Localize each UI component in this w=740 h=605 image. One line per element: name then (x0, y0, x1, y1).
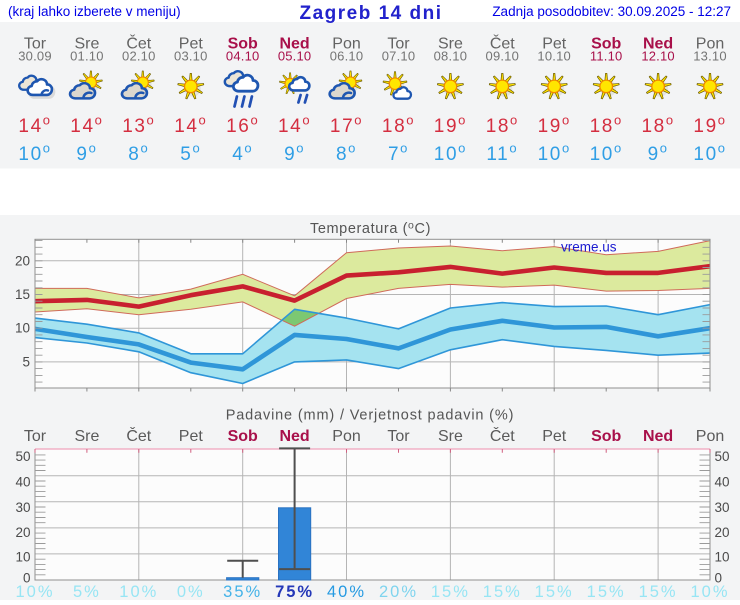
svg-text:06.10: 06.10 (330, 49, 364, 64)
svg-text:19o: 19o (538, 112, 571, 137)
svg-text:08.10: 08.10 (434, 49, 468, 64)
svg-text:Zadnja posodobitev: 30.09.2025: Zadnja posodobitev: 30.09.2025 - 12:27 (492, 4, 731, 19)
svg-text:15: 15 (15, 287, 30, 302)
svg-text:Pon: Pon (332, 36, 360, 53)
svg-text:Pon: Pon (332, 428, 360, 445)
svg-text:07.10: 07.10 (382, 49, 416, 64)
svg-text:20%: 20% (379, 583, 418, 600)
svg-text:Pet: Pet (179, 428, 204, 445)
svg-text:Čet: Čet (490, 34, 515, 53)
svg-text:12.10: 12.10 (641, 49, 675, 64)
svg-text:Padavine (mm) / Verjetnost pad: Padavine (mm) / Verjetnost padavin (%) (226, 408, 515, 424)
svg-text:10: 10 (715, 549, 730, 564)
svg-text:0: 0 (23, 570, 31, 585)
svg-text:Ned: Ned (643, 36, 673, 53)
svg-text:40: 40 (715, 475, 730, 490)
svg-text:30: 30 (715, 500, 730, 515)
svg-text:75%: 75% (275, 583, 314, 600)
svg-text:Ned: Ned (279, 428, 309, 445)
svg-text:15%: 15% (639, 583, 678, 600)
svg-text:11.10: 11.10 (590, 49, 623, 64)
svg-text:Pet: Pet (542, 36, 567, 53)
svg-text:Sre: Sre (438, 36, 463, 53)
svg-text:Sob: Sob (591, 428, 621, 445)
svg-text:Čet: Čet (126, 34, 151, 53)
svg-text:15%: 15% (587, 583, 626, 600)
svg-text:Pon: Pon (696, 36, 724, 53)
svg-text:0: 0 (715, 570, 723, 585)
svg-text:Pet: Pet (179, 36, 204, 53)
svg-text:09.10: 09.10 (486, 49, 520, 64)
svg-text:15%: 15% (483, 583, 522, 600)
svg-text:01.10: 01.10 (70, 49, 104, 64)
svg-text:Tor: Tor (387, 36, 410, 53)
svg-text:Pon: Pon (696, 428, 724, 445)
svg-text:Čet: Čet (490, 426, 515, 445)
svg-text:13o: 13o (122, 112, 155, 137)
svg-text:Sre: Sre (74, 428, 99, 445)
svg-text:50: 50 (15, 449, 30, 464)
svg-text:10%: 10% (690, 583, 729, 600)
svg-text:Sob: Sob (228, 36, 258, 53)
svg-text:Ned: Ned (643, 428, 673, 445)
svg-text:35%: 35% (223, 583, 262, 600)
svg-text:10o: 10o (538, 140, 571, 165)
svg-text:02.10: 02.10 (122, 49, 156, 64)
svg-text:30: 30 (15, 500, 30, 515)
svg-text:04.10: 04.10 (226, 49, 260, 64)
svg-text:vreme.us: vreme.us (561, 240, 617, 255)
svg-text:10: 10 (15, 549, 30, 564)
svg-text:Sre: Sre (438, 428, 463, 445)
svg-text:20: 20 (15, 253, 30, 268)
svg-text:Pet: Pet (542, 428, 567, 445)
svg-text:10%: 10% (15, 583, 54, 600)
svg-text:Ned: Ned (279, 36, 309, 53)
svg-text:40: 40 (15, 475, 30, 490)
svg-text:Tor: Tor (24, 36, 47, 53)
svg-text:Sob: Sob (591, 36, 621, 53)
svg-text:50: 50 (715, 449, 730, 464)
svg-text:Sob: Sob (228, 428, 258, 445)
svg-text:10.10: 10.10 (537, 49, 571, 64)
svg-text:05.10: 05.10 (278, 49, 312, 64)
svg-text:5%: 5% (73, 583, 101, 600)
svg-text:Tor: Tor (387, 428, 410, 445)
svg-text:Temperatura (oC): Temperatura (oC) (310, 219, 431, 237)
svg-text:40%: 40% (327, 583, 366, 600)
svg-text:18o: 18o (382, 112, 415, 137)
svg-text:15%: 15% (431, 583, 470, 600)
svg-text:10%: 10% (119, 583, 158, 600)
svg-text:Zagreb 14 dni: Zagreb 14 dni (299, 3, 442, 24)
svg-text:Tor: Tor (24, 428, 47, 445)
svg-text:20: 20 (715, 525, 730, 540)
svg-text:0%: 0% (177, 583, 205, 600)
svg-text:30.09: 30.09 (18, 49, 52, 64)
svg-text:5: 5 (22, 354, 30, 369)
svg-text:13.10: 13.10 (693, 49, 727, 64)
svg-text:03.10: 03.10 (174, 49, 208, 64)
svg-text:(kraj lahko izberete v meniju): (kraj lahko izberete v meniju) (8, 4, 181, 19)
svg-text:Sre: Sre (74, 36, 99, 53)
svg-text:10: 10 (15, 321, 30, 336)
svg-text:20: 20 (15, 525, 30, 540)
svg-text:Čet: Čet (126, 426, 151, 445)
svg-text:15%: 15% (535, 583, 574, 600)
